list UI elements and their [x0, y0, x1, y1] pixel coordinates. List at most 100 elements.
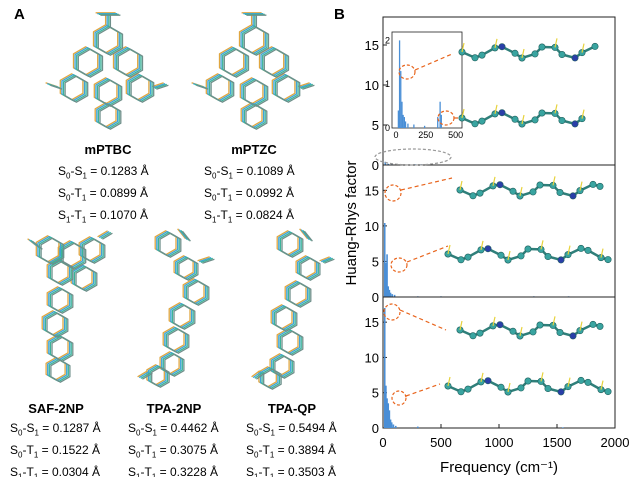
atom — [469, 192, 477, 200]
state-index: 1 — [212, 215, 217, 225]
molecule-name: mPTBC — [84, 142, 132, 157]
displacement-line: S1-T1 = 0.0824 Å — [204, 207, 295, 229]
atom — [589, 180, 597, 188]
y-tick-label: 5 — [372, 386, 379, 401]
highlight-circle — [384, 184, 402, 202]
displacement-stats: S0-S1 = 0.5494 Å S0-T1 = 0.3894 Å S1-T1 = … — [246, 420, 337, 477]
state-letter: S — [10, 464, 19, 477]
state-letter: S — [58, 164, 67, 178]
atom — [544, 385, 552, 393]
y-tick-label: 5 — [372, 254, 379, 269]
state-letter: S — [128, 421, 137, 435]
state-index: 1 — [269, 472, 275, 477]
atom — [556, 189, 564, 197]
state-letter: T — [144, 464, 152, 477]
atom — [471, 120, 479, 128]
state-index: 1 — [81, 215, 87, 225]
atom — [604, 388, 612, 396]
displacement-line: S1-T1 = 0.3503 Å — [246, 464, 337, 477]
displacement-stats: S0-S1 = 0.1287 Å S0-T1 = 0.1522 Å S1-T1 = … — [10, 420, 101, 477]
atom — [577, 244, 585, 252]
displacement-line: S0-T1 = 0.0992 Å — [204, 185, 295, 207]
atom — [496, 181, 504, 189]
dash-sep: - — [140, 442, 145, 457]
atom — [498, 43, 506, 51]
x-tick-label: 1500 — [543, 435, 572, 450]
displacement-line: S0-S1 = 0.1089 Å — [204, 163, 295, 185]
callout-line — [405, 383, 441, 397]
state-letter: T — [220, 207, 228, 222]
state-index: 1 — [270, 428, 275, 438]
displacement-value: = 0.4462 Å — [156, 421, 219, 435]
state-letter: S — [10, 442, 19, 457]
state-letter: T — [26, 442, 34, 457]
dash-sep: - — [22, 442, 27, 457]
callout-line — [399, 309, 447, 331]
state-index: 1 — [254, 472, 259, 477]
tpa-2np-structure — [137, 228, 215, 388]
displacement-line: S0-T1 = 0.0899 Å — [58, 185, 149, 207]
displacement-value: = 0.3503 Å — [274, 464, 336, 477]
state-index: 1 — [151, 472, 157, 477]
molecule-name: SAF-2NP — [28, 401, 84, 416]
displacement-value: = 0.1070 Å — [86, 207, 148, 222]
highlight-circle — [390, 257, 408, 273]
state-letter: T — [26, 464, 34, 477]
displacement-arrow — [480, 372, 484, 383]
dash-sep: - — [216, 207, 221, 222]
atom — [498, 109, 506, 117]
atom — [484, 245, 492, 253]
atom — [538, 109, 546, 117]
atom — [471, 54, 479, 62]
atom — [478, 117, 486, 125]
displacement-line: S0-T1 = 0.3894 Å — [246, 442, 337, 464]
displacement-arrow — [494, 104, 498, 115]
state-index: 1 — [136, 472, 141, 477]
atom — [557, 388, 565, 396]
state-index: 1 — [227, 193, 233, 203]
displacement-arrow — [600, 380, 604, 390]
panel-a-label: A — [14, 6, 25, 23]
x-tick-label: 500 — [430, 435, 452, 450]
state-letter: S — [220, 164, 229, 178]
state-index: 1 — [34, 428, 39, 438]
state-index: 1 — [33, 450, 39, 460]
displacement-arrow — [567, 377, 571, 387]
state-letter: S — [246, 421, 255, 435]
atom — [478, 51, 486, 59]
atom — [571, 120, 579, 128]
state-index: 0 — [136, 450, 141, 460]
atom — [509, 327, 517, 335]
subplot-bottom: 0 5 10 15 0 500 1000 1500 2000 — [365, 296, 629, 450]
dash-sep: - — [22, 421, 27, 435]
atom — [544, 253, 552, 261]
displacement-arrow — [554, 104, 558, 114]
displacement-value: = 0.0824 Å — [232, 207, 294, 222]
displacement-line: S0-S1 = 0.1287 Å — [10, 420, 101, 442]
dash-sep: - — [258, 464, 263, 477]
highlight-circle — [398, 64, 416, 80]
atom — [457, 388, 465, 396]
atom — [604, 256, 612, 264]
atom — [556, 329, 564, 337]
displacement-line: S1-T1 = 0.3228 Å — [128, 464, 219, 477]
y-tick-label: 5 — [372, 118, 379, 133]
state-letter: S — [58, 185, 67, 200]
state-index: 1 — [18, 472, 23, 477]
inset-region-ellipse — [374, 148, 452, 166]
atom — [536, 181, 544, 189]
inset-y-tick-label: 0 — [385, 123, 390, 133]
displacement-arrow — [579, 321, 583, 331]
displacement-line: S1-T1 = 0.0304 Å — [10, 464, 101, 477]
state-letter: S — [204, 185, 213, 200]
state-index: 1 — [33, 472, 39, 477]
y-axis-title: Huang-Rhys factor — [343, 160, 360, 285]
displacement-arrow — [552, 316, 556, 326]
atom — [511, 49, 519, 57]
displacement-value: = 0.1287 Å — [38, 421, 101, 435]
atom — [524, 377, 532, 385]
plot-frame — [382, 296, 616, 429]
molecule-render — [444, 240, 612, 264]
atom — [589, 320, 597, 328]
atom — [457, 256, 465, 264]
